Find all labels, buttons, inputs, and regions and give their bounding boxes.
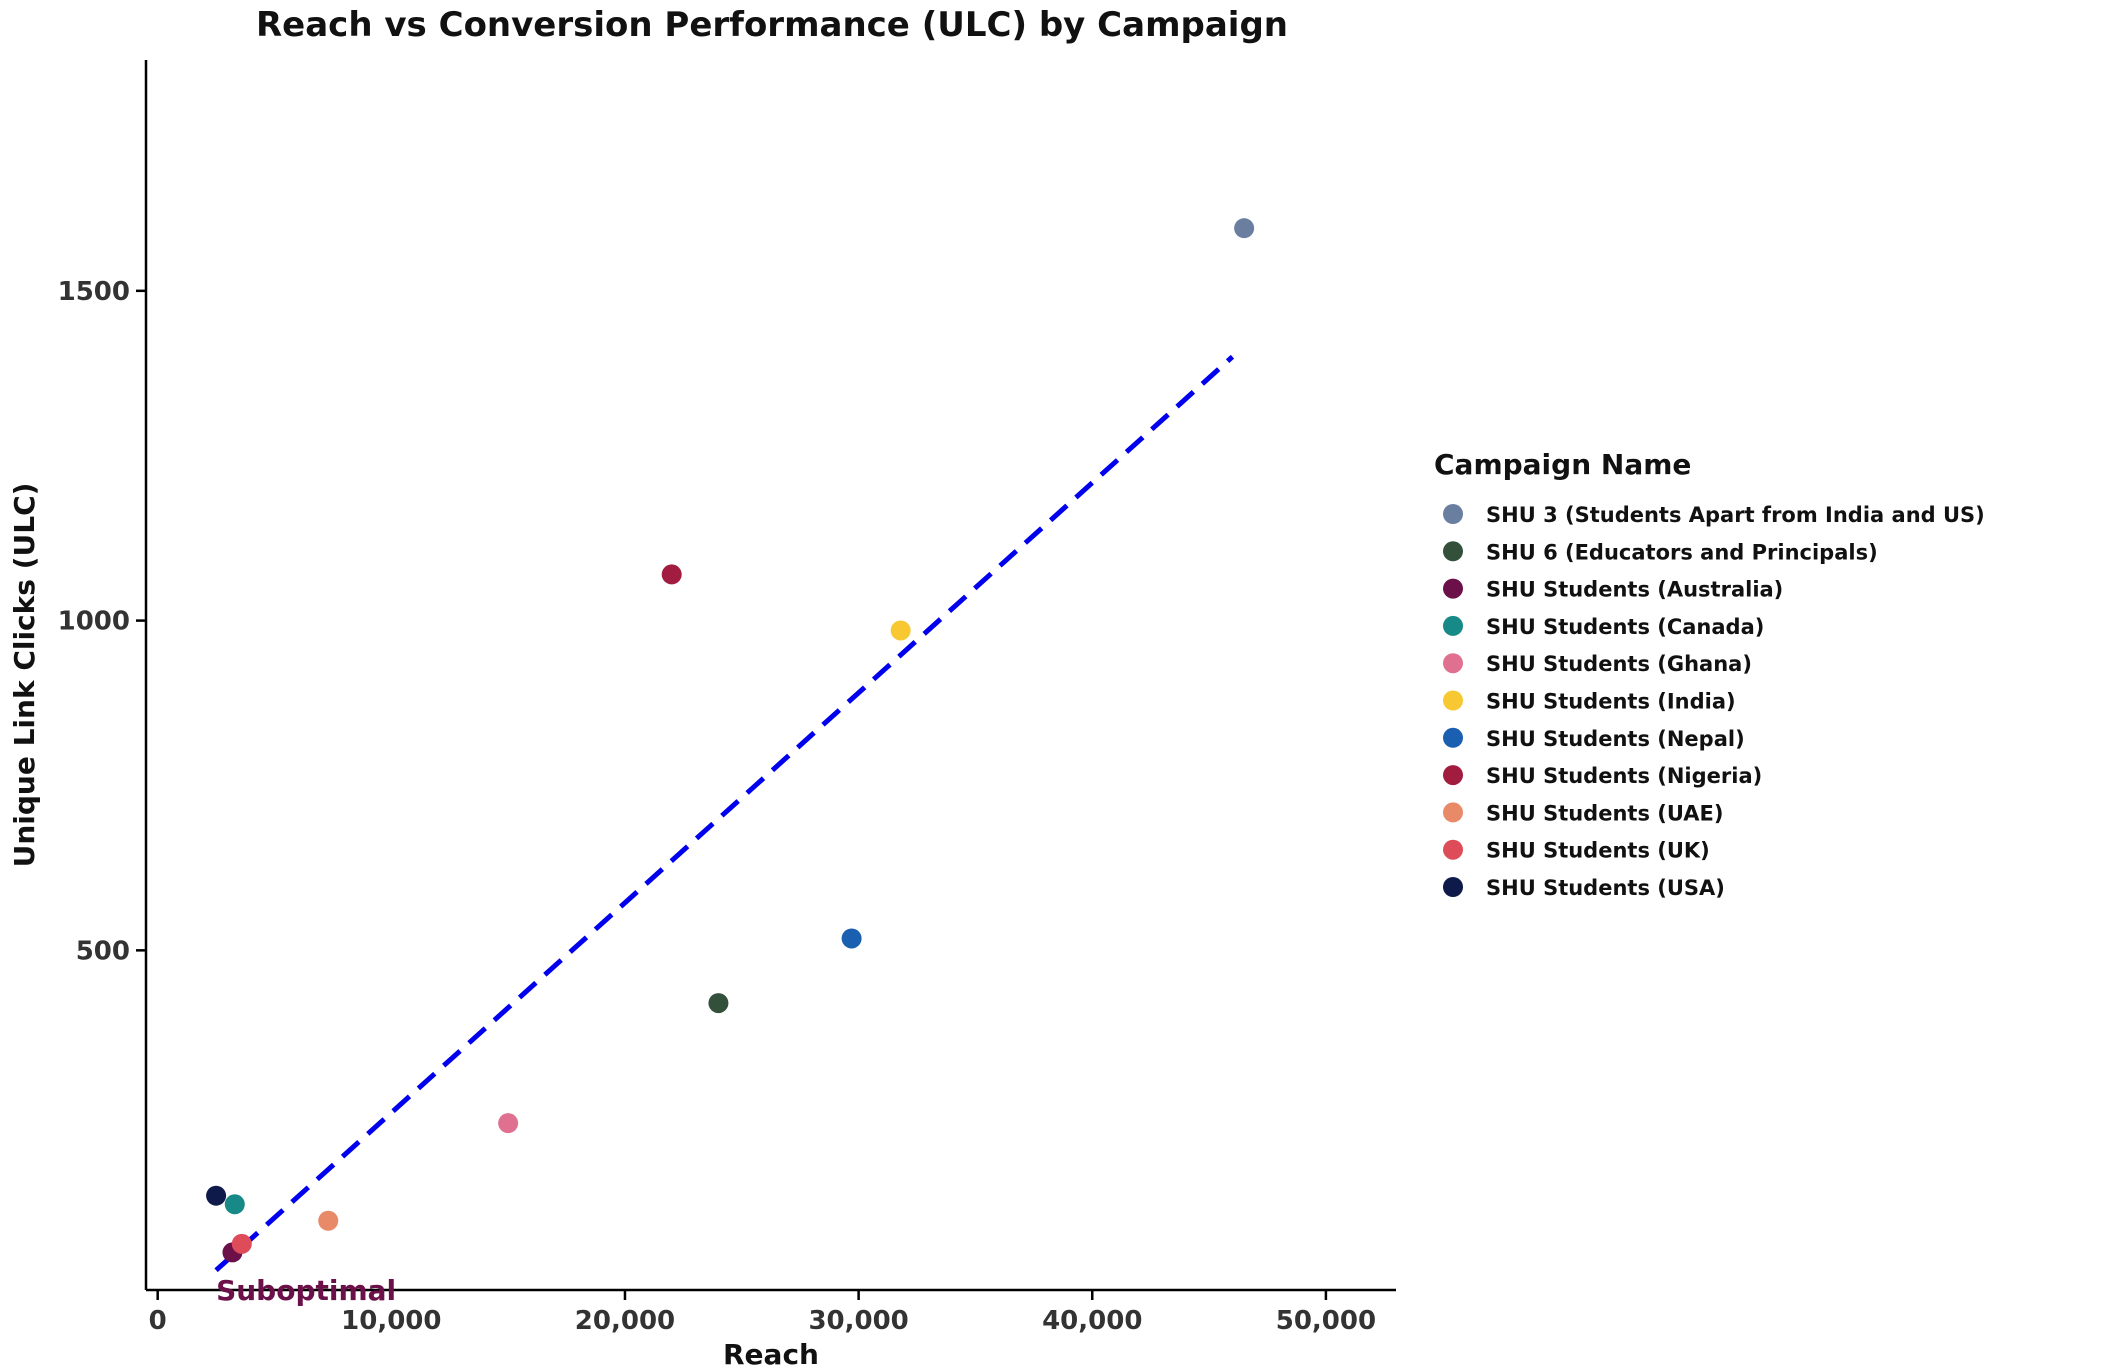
legend-swatch	[1443, 727, 1463, 748]
legend-swatch	[1443, 877, 1463, 897]
legend-items: SHU 3 (Students Apart from India and US)…	[1443, 503, 1985, 900]
data-point	[1234, 218, 1255, 239]
legend-label: SHU Students (USA)	[1486, 876, 1725, 900]
y-tick-label: 1000	[58, 607, 130, 637]
data-point	[841, 928, 862, 949]
legend-label: SHU Students (UK)	[1486, 839, 1710, 863]
y-tick-label: 500	[76, 936, 130, 966]
x-tick-label: 50,000	[1276, 1306, 1376, 1336]
x-tick-label: 10,000	[341, 1306, 441, 1336]
legend: Campaign Name SHU 3 (Students Apart from…	[1434, 448, 1985, 900]
legend-swatch	[1443, 839, 1463, 860]
x-tick-label: 40,000	[1042, 1306, 1142, 1336]
data-point	[318, 1210, 339, 1231]
legend-title: Campaign Name	[1434, 448, 1691, 481]
x-tick-label: 30,000	[808, 1306, 908, 1336]
data-point	[224, 1194, 245, 1215]
legend-swatch	[1443, 653, 1463, 674]
suboptimal-annotation: Suboptimal	[216, 1274, 396, 1307]
legend-label: SHU Students (Canada)	[1486, 615, 1764, 639]
data-point	[708, 993, 729, 1014]
y-axis-title: Unique Link Clicks (ULC)	[8, 483, 41, 868]
legend-label: SHU Students (UAE)	[1486, 801, 1723, 825]
legend-label: SHU Students (Australia)	[1486, 578, 1783, 602]
x-axis-title: Reach	[723, 1338, 819, 1371]
y-tick-label: 1500	[58, 277, 130, 307]
data-point	[661, 564, 682, 585]
data-point	[498, 1113, 519, 1134]
legend-label: SHU Students (India)	[1486, 690, 1736, 714]
data-point	[206, 1185, 227, 1206]
x-axis-ticks: 0 10,000 20,000 30,000 40,000 50,000	[149, 1290, 1376, 1336]
y-axis-ticks: 500 1000 1500	[58, 277, 146, 966]
x-tick-label: 0	[149, 1306, 167, 1336]
data-points	[206, 218, 1255, 1263]
x-tick-label: 20,000	[575, 1306, 675, 1336]
data-point	[231, 1233, 252, 1254]
legend-swatch	[1443, 765, 1463, 786]
legend-label: SHU Students (Nepal)	[1486, 727, 1745, 751]
legend-label: SHU Students (Ghana)	[1486, 652, 1752, 676]
data-point	[890, 620, 911, 641]
legend-label: SHU 6 (Educators and Principals)	[1486, 540, 1878, 564]
legend-swatch	[1443, 615, 1463, 636]
legend-swatch	[1443, 802, 1463, 823]
legend-swatch	[1443, 578, 1463, 599]
legend-label: SHU 3 (Students Apart from India and US)	[1486, 503, 1985, 527]
legend-swatch	[1443, 541, 1463, 562]
chart-title: Reach vs Conversion Performance (ULC) by…	[256, 5, 1288, 45]
trend-line	[214, 354, 1235, 1273]
legend-swatch	[1443, 690, 1463, 711]
legend-label: SHU Students (Nigeria)	[1486, 764, 1762, 788]
legend-swatch	[1443, 504, 1463, 524]
